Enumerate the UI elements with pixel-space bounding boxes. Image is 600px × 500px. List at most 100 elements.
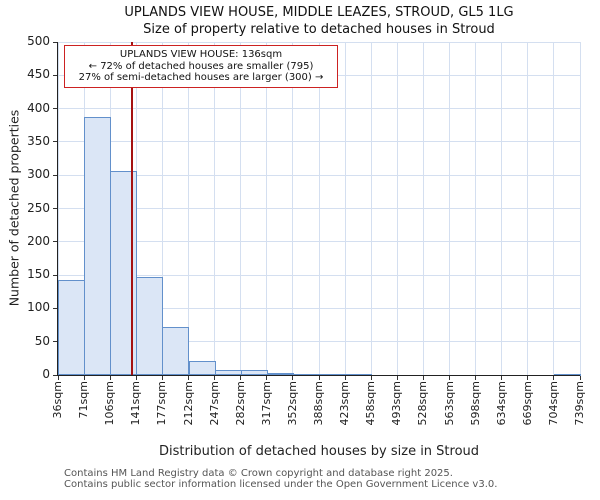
x-tick-mark [57, 376, 59, 380]
x-gridline [344, 42, 346, 375]
x-gridline [214, 42, 216, 375]
y-tick-label: 300 [27, 167, 50, 182]
x-tick-label: 669sqm [520, 381, 534, 426]
x-tick-label: 317sqm [259, 381, 273, 426]
y-tick-mark [53, 341, 57, 343]
x-tick-mark [83, 376, 85, 380]
y-tick-mark [53, 274, 57, 276]
x-axis-title: Distribution of detached houses by size … [158, 444, 480, 459]
x-tick-label: 106sqm [103, 381, 117, 426]
x-gridline [579, 42, 581, 375]
x-gridline [396, 42, 398, 375]
y-tick-label: 100 [27, 300, 50, 315]
x-tick-mark [188, 376, 189, 380]
x-tick-label: 704sqm [546, 381, 560, 426]
x-tick-mark [370, 376, 372, 380]
footer: Contains HM Land Registry data © Crown c… [64, 468, 497, 490]
x-gridline [475, 42, 477, 375]
x-tick-mark [292, 376, 294, 380]
x-tick-label: 563sqm [442, 381, 456, 426]
x-tick-mark [109, 376, 111, 380]
x-tick-label: 71sqm [77, 381, 91, 419]
x-tick-mark [527, 376, 529, 380]
x-tick-mark [396, 376, 398, 380]
x-tick-mark [214, 376, 216, 380]
x-gridline [240, 42, 242, 375]
x-tick-label: 212sqm [181, 381, 195, 426]
histogram-bar [58, 279, 86, 375]
x-axis-line [58, 375, 580, 376]
x-tick-mark [135, 376, 137, 380]
y-tick-mark [53, 208, 57, 209]
x-tick-mark [553, 376, 555, 380]
x-tick-label: 141sqm [129, 381, 143, 426]
x-gridline [422, 42, 424, 375]
y-tick-label: 200 [27, 233, 50, 248]
chart-subtitle: Size of property relative to detached ho… [143, 22, 495, 37]
annotation-larger-stat: 27% of semi-detached houses are larger (… [78, 72, 324, 83]
y-tick-label: 250 [27, 200, 50, 215]
footer-licence-line: Contains public sector information licen… [64, 479, 498, 490]
x-gridline [292, 42, 294, 375]
y-tick-label: 400 [27, 100, 50, 115]
subject-size-marker-line [131, 42, 134, 375]
x-gridline [370, 42, 372, 375]
x-tick-mark [240, 376, 242, 380]
y-tick-mark [53, 241, 57, 243]
y-tick-mark [53, 141, 57, 143]
x-gridline [449, 42, 450, 375]
annotation-smaller-stat: ← 72% of detached houses are smaller (79… [88, 60, 314, 72]
x-gridline [266, 42, 268, 375]
y-tick-mark [53, 374, 57, 376]
x-tick-label: 634sqm [494, 381, 508, 426]
x-tick-label: 739sqm [573, 381, 586, 426]
x-tick-label: 388sqm [312, 381, 325, 426]
x-tick-mark [501, 376, 503, 380]
y-tick-label: 500 [27, 34, 50, 48]
x-tick-mark [579, 376, 581, 380]
histogram-bar [188, 361, 216, 375]
x-tick-label: 458sqm [364, 381, 378, 426]
x-tick-label: 247sqm [207, 381, 221, 426]
x-tick-label: 528sqm [416, 381, 430, 426]
annotation-property-size: UPLANDS VIEW HOUSE: 136sqm [119, 49, 283, 60]
x-tick-label: 493sqm [390, 381, 404, 426]
x-gridline [553, 42, 555, 375]
x-gridline [188, 42, 189, 375]
histogram-bar [136, 277, 164, 375]
y-tick-mark [53, 108, 57, 110]
x-tick-mark [449, 376, 450, 380]
footer-copyright-line: Contains HM Land Registry data © Crown c… [64, 468, 453, 479]
y-tick-label: 450 [27, 67, 50, 82]
x-gridline [501, 42, 503, 375]
y-tick-label: 350 [27, 133, 50, 148]
x-tick-label: 282sqm [233, 381, 247, 426]
x-gridline [318, 42, 320, 375]
x-gridline [57, 42, 59, 375]
x-gridline [527, 42, 529, 375]
x-gridline [161, 42, 163, 375]
x-tick-label: 352sqm [285, 381, 299, 426]
x-tick-label: 36sqm [51, 381, 64, 419]
x-tick-label: 598sqm [468, 381, 482, 426]
y-tick-mark [53, 74, 57, 76]
x-tick-mark [161, 376, 163, 380]
x-tick-mark [318, 376, 320, 380]
y-tick-mark [53, 174, 57, 176]
x-tick-label: 423sqm [338, 381, 352, 426]
x-tick-mark [266, 376, 268, 380]
y-tick-mark [53, 41, 57, 43]
annotation-box: UPLANDS VIEW HOUSE: 136sqm ← 72% of deta… [64, 45, 338, 88]
x-tick-mark [475, 376, 477, 380]
y-tick-mark [53, 307, 57, 309]
y-tick-label: 0 [42, 367, 50, 381]
y-axis-line [57, 42, 58, 376]
histogram-bar [162, 327, 190, 375]
histogram-bar [84, 116, 112, 375]
y-tick-label: 150 [27, 267, 50, 282]
chart-title: UPLANDS VIEW HOUSE, MIDDLE LEAZES, STROU… [124, 5, 514, 20]
x-tick-mark [422, 376, 424, 380]
x-tick-label: 177sqm [155, 381, 169, 426]
histogram-bar [240, 370, 268, 375]
